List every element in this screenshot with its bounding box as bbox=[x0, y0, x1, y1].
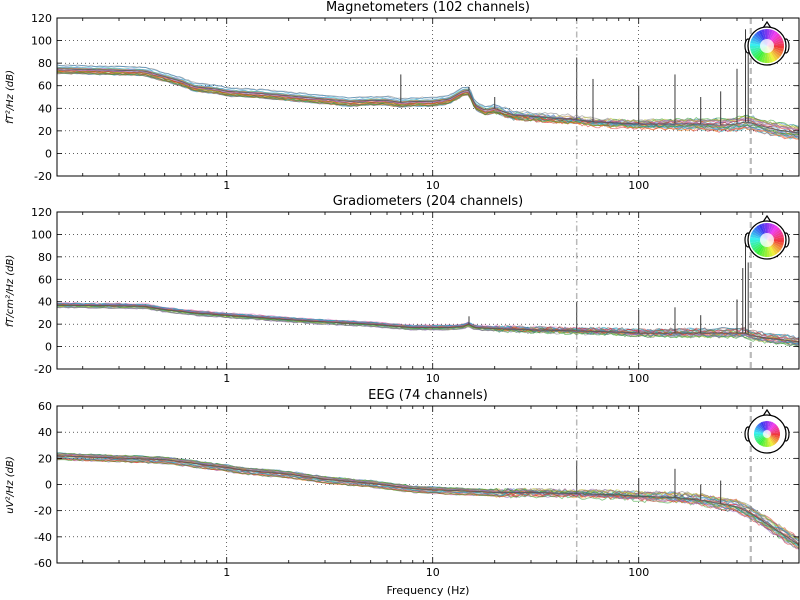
x-tick-label: 10 bbox=[426, 372, 440, 385]
x-tick-label: 100 bbox=[628, 566, 649, 579]
y-tick-label: 20 bbox=[38, 452, 52, 465]
panel-eeg: EEG (74 channels) uV²/Hz (dB) 1 10 100 -60 -… bbox=[5, 388, 800, 579]
y-tick-label: 100 bbox=[31, 228, 52, 241]
y-tick-label: 20 bbox=[38, 125, 52, 138]
x-tick-label: 1 bbox=[223, 372, 230, 385]
mean-spectrum-line bbox=[57, 304, 799, 343]
spectra-lines bbox=[57, 29, 799, 140]
channel-spectrum-line bbox=[57, 71, 799, 136]
x-ticks bbox=[82, 18, 800, 176]
y-axis-label-magnetometers: fT²/Hz (dB) bbox=[5, 70, 16, 124]
plot-frame bbox=[56, 211, 800, 370]
x-tick-label: 100 bbox=[628, 179, 649, 192]
y-tick-label: -20 bbox=[34, 363, 52, 376]
y-tick-label: 0 bbox=[45, 341, 52, 354]
x-ticks bbox=[82, 406, 800, 563]
y-tick-label: 40 bbox=[38, 426, 52, 439]
y-tick-label: 0 bbox=[45, 147, 52, 160]
y-tick-label: 40 bbox=[38, 102, 52, 115]
sensor-layout-inset bbox=[744, 408, 790, 454]
x-ticks bbox=[82, 212, 800, 369]
channel-spectrum-line bbox=[57, 306, 799, 347]
channel-spectrum-line bbox=[57, 456, 799, 546]
y-tick-label: 0 bbox=[45, 479, 52, 492]
y-tick-label: -20 bbox=[34, 170, 52, 183]
y-tick-label: 60 bbox=[38, 273, 52, 286]
y-tick-label: 20 bbox=[38, 318, 52, 331]
panel-magnetometers: Magnetometers (102 channels) fT²/Hz (dB)… bbox=[5, 0, 800, 192]
y-tick-label: 100 bbox=[31, 35, 52, 48]
sensor-color-center bbox=[760, 39, 774, 53]
y-tick-label: 60 bbox=[38, 400, 52, 413]
y-tick-label: -20 bbox=[34, 505, 52, 518]
spectra-lines bbox=[57, 452, 799, 550]
y-tick-label: 80 bbox=[38, 57, 52, 70]
sensor-color-center bbox=[760, 233, 774, 247]
spectra-lines bbox=[57, 240, 799, 348]
y-tick-label: 80 bbox=[38, 251, 52, 264]
x-tick-label: 10 bbox=[426, 179, 440, 192]
mean-spectrum-line bbox=[57, 455, 799, 546]
channel-spectrum-line bbox=[57, 303, 799, 346]
channel-spectrum-line bbox=[57, 453, 799, 550]
sensor-color-center bbox=[763, 430, 771, 438]
x-tick-label: 1 bbox=[223, 566, 230, 579]
x-tick-label: 100 bbox=[628, 372, 649, 385]
grid bbox=[57, 211, 799, 370]
panel-title-magnetometers: Magnetometers (102 channels) bbox=[326, 0, 530, 15]
mean-spectrum-line bbox=[57, 68, 799, 134]
grid bbox=[57, 17, 799, 177]
panel-title-gradiometers: Gradiometers (204 channels) bbox=[333, 194, 524, 209]
y-tick-label: 120 bbox=[31, 12, 52, 25]
plot-frame bbox=[56, 17, 800, 177]
y-tick-label: 120 bbox=[31, 206, 52, 219]
head-nose bbox=[762, 20, 772, 29]
sensor-layout-inset bbox=[744, 20, 790, 66]
plot-frame bbox=[56, 405, 800, 564]
y-tick-label: 60 bbox=[38, 80, 52, 93]
y-tick-label: -60 bbox=[34, 557, 52, 570]
channel-spectrum-line bbox=[57, 304, 799, 348]
head-nose bbox=[762, 214, 772, 223]
y-axis-label-gradiometers: fT/cm²/Hz (dB) bbox=[5, 255, 16, 328]
y-tick-label: -40 bbox=[34, 531, 52, 544]
panel-title-eeg: EEG (74 channels) bbox=[368, 388, 488, 403]
grid bbox=[57, 405, 799, 564]
panel-gradiometers: Gradiometers (204 channels) fT/cm²/Hz (d… bbox=[5, 194, 800, 385]
x-tick-label: 10 bbox=[426, 566, 440, 579]
head-nose bbox=[762, 408, 772, 417]
channel-spectrum-line bbox=[57, 455, 799, 550]
y-tick-label: 40 bbox=[38, 296, 52, 309]
sensor-layout-inset bbox=[744, 214, 790, 260]
y-axis-label-eeg: uV²/Hz (dB) bbox=[5, 456, 16, 514]
x-axis-label: Frequency (Hz) bbox=[387, 584, 470, 597]
x-tick-label: 1 bbox=[223, 179, 230, 192]
